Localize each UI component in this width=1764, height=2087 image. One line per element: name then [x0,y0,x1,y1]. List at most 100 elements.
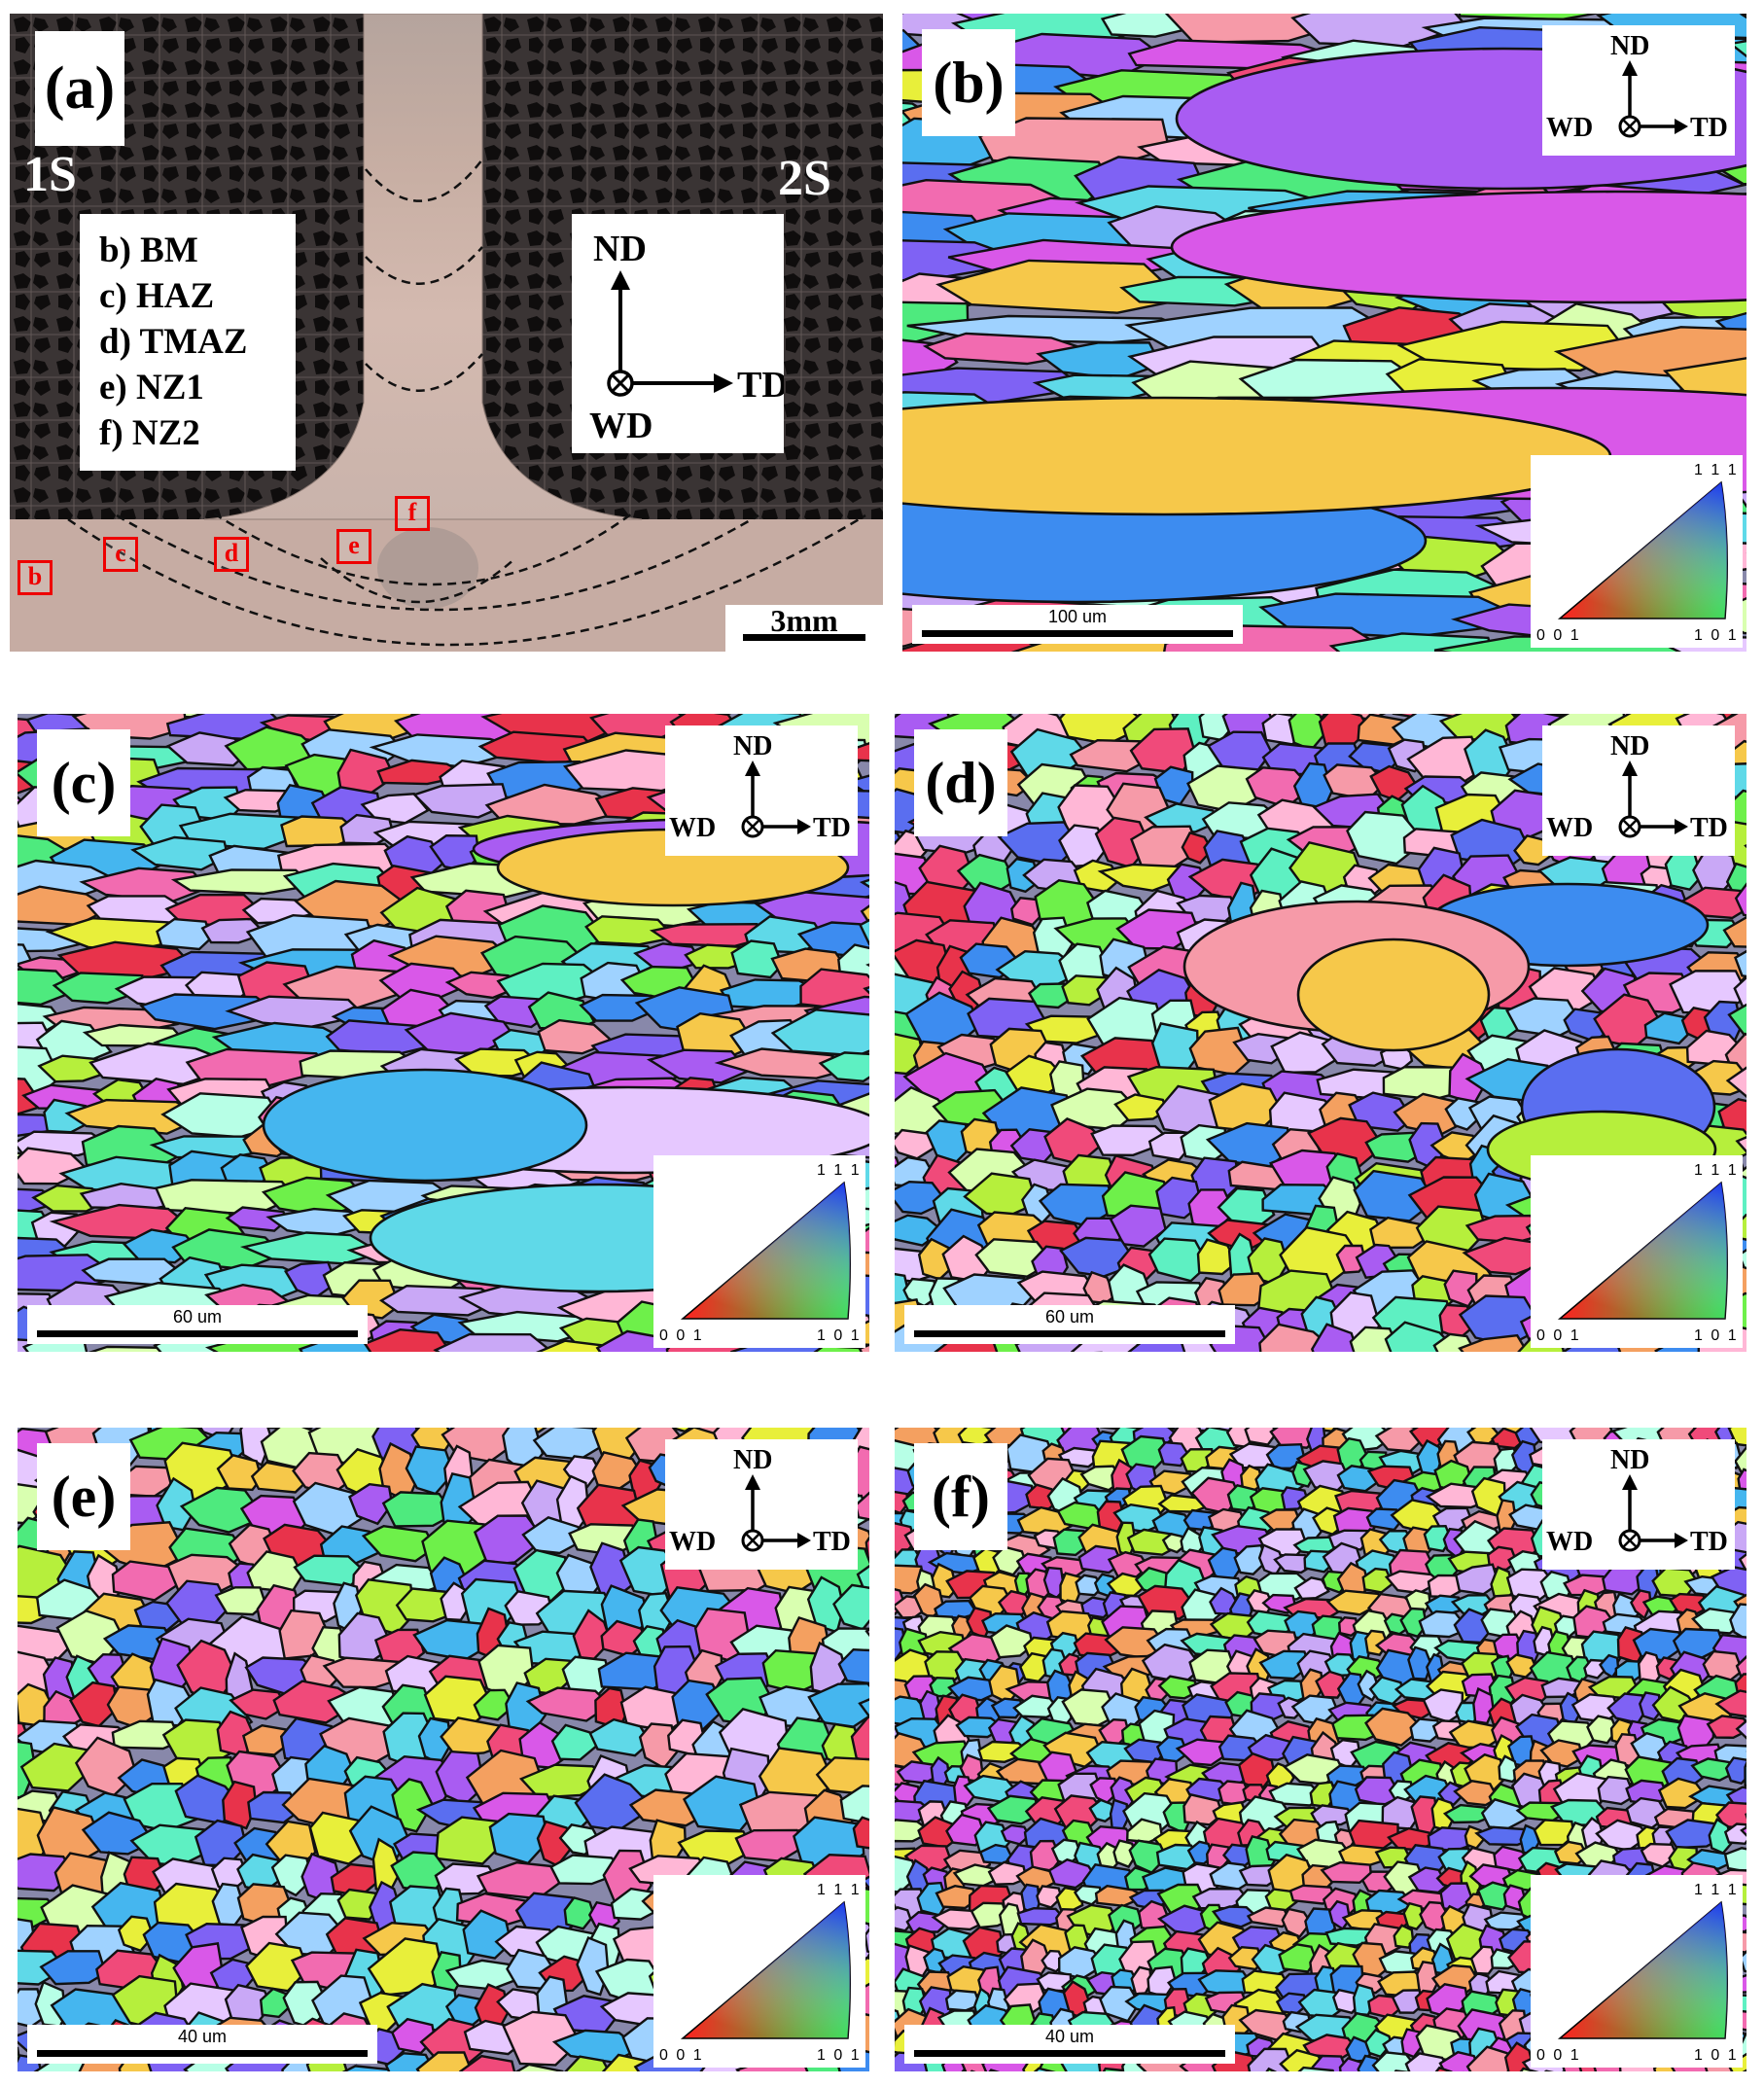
grain [1369,1216,1430,1250]
scale-bar-line [37,1330,358,1337]
axis-wd: WD [589,406,653,446]
large-grain [1296,937,1491,1052]
grain [990,1697,1024,1719]
zone-marker-e: e [336,529,371,564]
axis-wd: WD [1546,113,1593,143]
grain [1181,831,1214,865]
grain [1714,1689,1746,1718]
grain [1434,2066,1453,2071]
grain [391,1778,434,1833]
grain [1164,14,1339,44]
grain [858,1698,869,1718]
grain [222,1780,258,1830]
grain [1738,1552,1746,1574]
grain [111,1719,182,1751]
grain [1310,1323,1359,1352]
grain [1724,1756,1746,1786]
grain [361,1524,437,1563]
ipf-111: 1 1 1 [1694,462,1739,478]
large-grain [1170,190,1746,304]
zone-marker-f: f [395,496,430,531]
grain [859,878,869,889]
axis-td: TD [813,1527,851,1557]
panel-b-scale-bar: 100 um [912,605,1243,644]
grain [1453,1780,1499,1807]
grain [200,917,267,944]
ipf-001: 0 0 1 [659,2047,704,2064]
grain [39,1950,107,1986]
ipf-001: 0 0 1 [1536,2047,1581,2064]
grain [1714,1801,1746,1830]
grain [935,259,1185,314]
grain [986,1794,1042,1825]
grain [1722,915,1746,948]
grain [1246,1906,1291,1928]
grain [935,1884,977,1910]
grain [1391,1989,1423,2014]
grain [1442,1803,1497,1824]
grain [225,1206,289,1232]
panel-c-label: (c) [37,729,130,836]
grain [462,1909,512,1960]
axis-nd: ND [1610,31,1649,61]
axis-nd: ND [1610,731,1649,761]
zone-marker-b: b [18,560,53,595]
axis-td: TD [1690,813,1728,843]
side-1s-label: 1S [23,147,77,202]
scale-bar-line [37,2050,368,2057]
panel-f-label: (f) [914,1443,1007,1550]
panel-a-label: (a) [35,31,124,146]
grain [525,1686,612,1722]
ipf-001: 0 0 1 [659,1327,704,1344]
grain [1265,1442,1307,1470]
panel-e-scale-bar: 40 um [27,2025,377,2064]
grain [1476,1881,1515,1911]
scale-bar-line [743,634,865,641]
grain [415,2051,474,2071]
grain [1586,1715,1618,1745]
grain [1144,802,1223,834]
grain [179,1486,266,1534]
grain [1297,2066,1335,2071]
grain [165,731,252,767]
grain [378,1284,504,1317]
grain [412,783,511,819]
grain [1723,1822,1746,1846]
grain [1665,1819,1724,1850]
grain [563,1896,596,1930]
axis-nd: ND [733,731,772,761]
ipf-color-key: 1 1 1 0 0 1 1 0 1 [1531,455,1743,648]
grain [564,2055,611,2071]
ipf-101: 1 0 1 [1694,1327,1739,1344]
ipf-grain-map [895,714,1746,1352]
grain [1725,1066,1746,1098]
panel-a-scale-bar: 3mm [725,603,883,652]
grain [216,1453,264,1492]
grain [1734,882,1746,917]
panel-f-scale-bar: 40 um [904,2025,1235,2064]
ipf-001: 0 0 1 [1536,627,1581,644]
grain [170,868,315,896]
grain [1361,1567,1394,1594]
legend-item: b) BM [99,230,198,270]
axis-td: TD [1690,113,1728,143]
grain [839,1785,869,1825]
grain [1717,1098,1746,1134]
grain [1727,1428,1746,1447]
grain [837,1647,869,1685]
grain [433,1332,554,1352]
grain [1662,357,1746,398]
grain [1458,1333,1529,1352]
grain [1734,949,1746,978]
ipf-101: 1 0 1 [1694,2047,1739,2064]
axis-td: TD [737,365,784,406]
grain [1472,1686,1495,1725]
grain [1258,1649,1312,1680]
grain [1394,2069,1412,2071]
grain [1281,1907,1313,1938]
grain [1217,1272,1274,1307]
grain [895,1180,949,1216]
grain [64,1098,207,1135]
grain [1016,1906,1068,1927]
grain [1036,1885,1063,1909]
